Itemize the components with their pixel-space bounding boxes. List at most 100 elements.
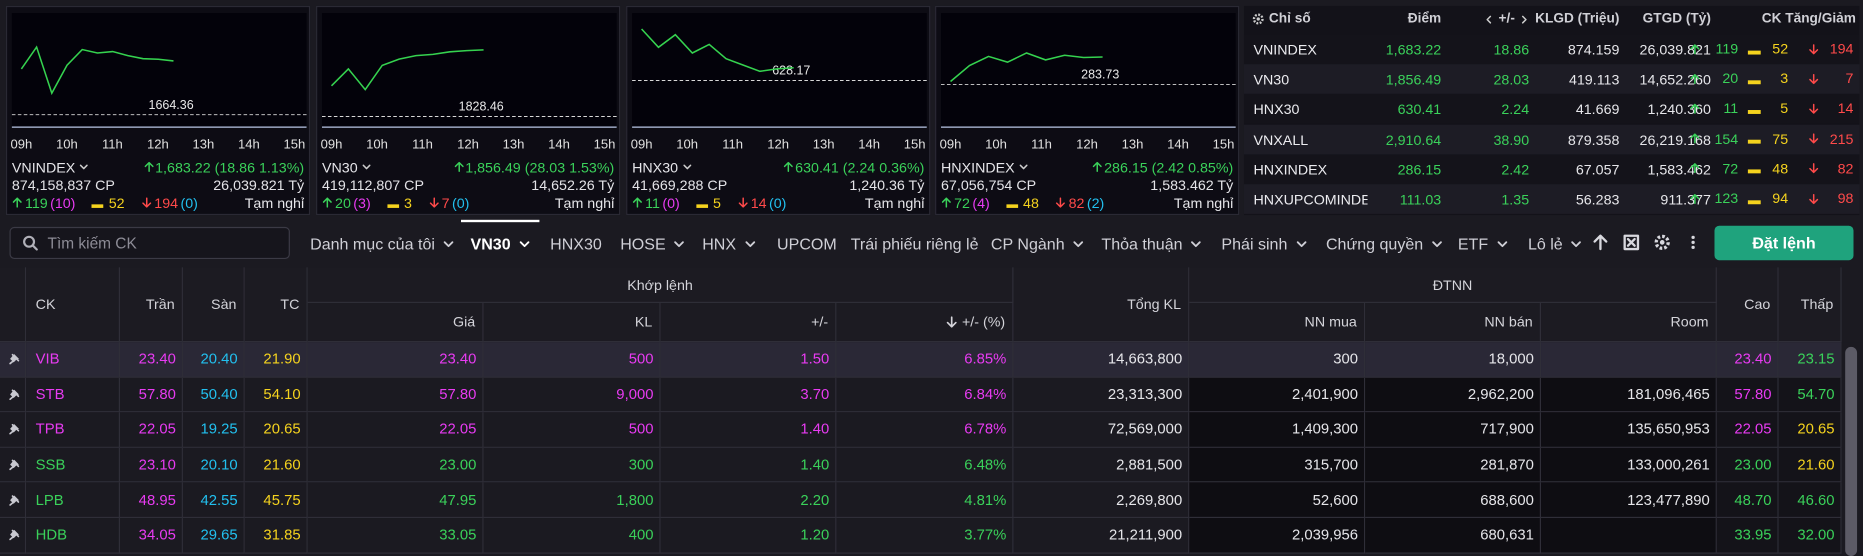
x-tick-label: 11h <box>412 137 433 152</box>
reference-label: 283.73 <box>1081 68 1119 82</box>
board-value: 3.70 <box>800 386 830 403</box>
tab[interactable]: HNX <box>702 233 756 254</box>
tab[interactable]: UPCOM <box>777 233 837 254</box>
breadth-value: 82 <box>1837 160 1854 177</box>
board-value: 1,800 <box>616 491 654 509</box>
icon-up <box>1690 163 1700 174</box>
board-cell: 2,039,956 <box>1189 518 1366 554</box>
x-tick-label: 12h <box>767 137 789 152</box>
header-group: ĐTNN <box>1189 267 1717 303</box>
board-cell: 3.70 <box>660 377 837 413</box>
scrollbar-thumb[interactable] <box>1845 346 1858 556</box>
toolbar-icon[interactable] <box>1623 233 1640 251</box>
mini-chart: 283.73 09h 10h 11h 12h 13h 14h 15h <box>940 13 1236 152</box>
toolbar-icon[interactable] <box>1592 233 1609 251</box>
board-value: 9,000 <box>616 386 654 403</box>
index-row: VNINDEX 1,683.22 18.86 874.159 26,039.821 119… <box>1243 34 1860 65</box>
pin-cell[interactable] <box>0 377 27 413</box>
ticker: LPB <box>35 491 64 509</box>
board-value: 1.40 <box>800 456 830 473</box>
board-value: 46.60 <box>1797 491 1835 509</box>
icon-pin[interactable] <box>8 424 20 436</box>
board-cell: 23.10 <box>120 447 183 483</box>
icon-down <box>142 197 152 208</box>
tab-active[interactable]: VN30 <box>471 233 531 254</box>
breadth-group: 94 <box>1747 190 1791 207</box>
icon-pin[interactable] <box>8 494 20 506</box>
icon-up <box>1690 103 1700 114</box>
tab[interactable]: Phái sinh <box>1221 233 1307 254</box>
icon-up <box>1690 73 1700 84</box>
search-box[interactable]: Tìm kiếm CK <box>9 226 290 260</box>
board-cell: 23.40 <box>1716 342 1779 378</box>
board-value: 48.70 <box>1734 491 1772 509</box>
index-breadth: 123 94 98 <box>1690 190 1856 207</box>
ceiling-count: (0) <box>662 194 680 211</box>
icon-shape <box>1496 240 1507 247</box>
board-cell: 33.95 <box>1716 518 1779 554</box>
tab-label: CP Ngành <box>990 234 1065 253</box>
tab[interactable]: Danh mục của tôi <box>310 233 455 254</box>
x-tick-label: 09h <box>10 137 32 152</box>
tab[interactable]: HOSE <box>620 233 686 254</box>
pin-cell[interactable] <box>0 412 27 448</box>
icon-chev <box>1571 240 1582 247</box>
tab[interactable]: Trái phiếu riêng lẻ <box>851 233 979 254</box>
breadth-value: 14 <box>1837 100 1854 117</box>
board-cell: 135,650,953 <box>1541 412 1717 448</box>
icon-pin[interactable] <box>8 353 20 365</box>
header-label: NN mua <box>1304 313 1357 331</box>
board-cell: 9,000 <box>483 377 661 413</box>
tab[interactable]: HNX30 <box>550 233 602 254</box>
tab[interactable]: ETF <box>1458 233 1508 254</box>
declines: 194 <box>154 194 179 211</box>
ceiling-count: (4) <box>972 194 990 211</box>
x-tick-label: 13h <box>503 137 525 152</box>
header-label: Giá <box>453 313 476 331</box>
tab[interactable]: Lô lẻ <box>1528 233 1583 254</box>
icon-gear[interactable] <box>1654 234 1671 251</box>
order-button[interactable]: Đặt lệnh <box>1714 225 1854 261</box>
icon-excel[interactable] <box>1623 234 1640 251</box>
x-tick-label: 09h <box>940 137 962 152</box>
board-value: 6.78% <box>964 421 1007 438</box>
tab-label: UPCOM <box>777 234 837 253</box>
toolbar-icon[interactable] <box>1654 233 1671 251</box>
header-label: +/- (%) <box>961 313 1006 331</box>
icon-chev <box>443 240 454 247</box>
icon-up <box>784 161 794 172</box>
board-cell: 54.70 <box>1778 377 1842 413</box>
icon-shape <box>1747 139 1761 144</box>
icon-up[interactable] <box>1592 234 1609 251</box>
pin-cell[interactable] <box>0 482 27 519</box>
pin-cell[interactable] <box>0 342 27 378</box>
ticker: VIB <box>35 350 60 368</box>
card-row: 419,112,807 CP 14,652.26 Tỷ <box>322 176 614 194</box>
icon-pin[interactable] <box>8 459 20 471</box>
board-value: 181,096,465 <box>1627 386 1710 403</box>
icon-shape <box>10 424 20 434</box>
board-cell: 22.05 <box>120 412 183 448</box>
index-cell: 41.669 <box>1575 101 1620 119</box>
icon-shape <box>1747 50 1761 54</box>
header-group: Khớp lệnh <box>307 267 1014 303</box>
board-value: 281,870 <box>1480 456 1534 473</box>
icon-pin[interactable] <box>8 388 20 400</box>
icon-shape <box>429 197 439 208</box>
tab[interactable]: Thỏa thuận <box>1101 233 1202 254</box>
toolbar-icon[interactable] <box>1685 233 1702 251</box>
tab[interactable]: CP Ngành <box>991 233 1085 254</box>
pin-cell[interactable] <box>0 447 27 483</box>
board-value: 50.40 <box>200 386 238 403</box>
breadth-value: 119 <box>1715 40 1739 58</box>
tab[interactable]: Chứng quyền <box>1326 233 1443 254</box>
index-change-group: 286.15 (2.42 0.85%) <box>1092 159 1233 175</box>
icon-pin[interactable] <box>8 529 20 541</box>
icon-shape <box>1006 203 1019 208</box>
icon-shape <box>1486 15 1492 23</box>
icon-dots[interactable] <box>1685 234 1702 251</box>
board-value: 133,000,261 <box>1627 456 1710 473</box>
board-value: 19.25 <box>200 421 238 438</box>
pin-cell[interactable] <box>0 518 27 554</box>
tab-indicator <box>460 219 540 223</box>
